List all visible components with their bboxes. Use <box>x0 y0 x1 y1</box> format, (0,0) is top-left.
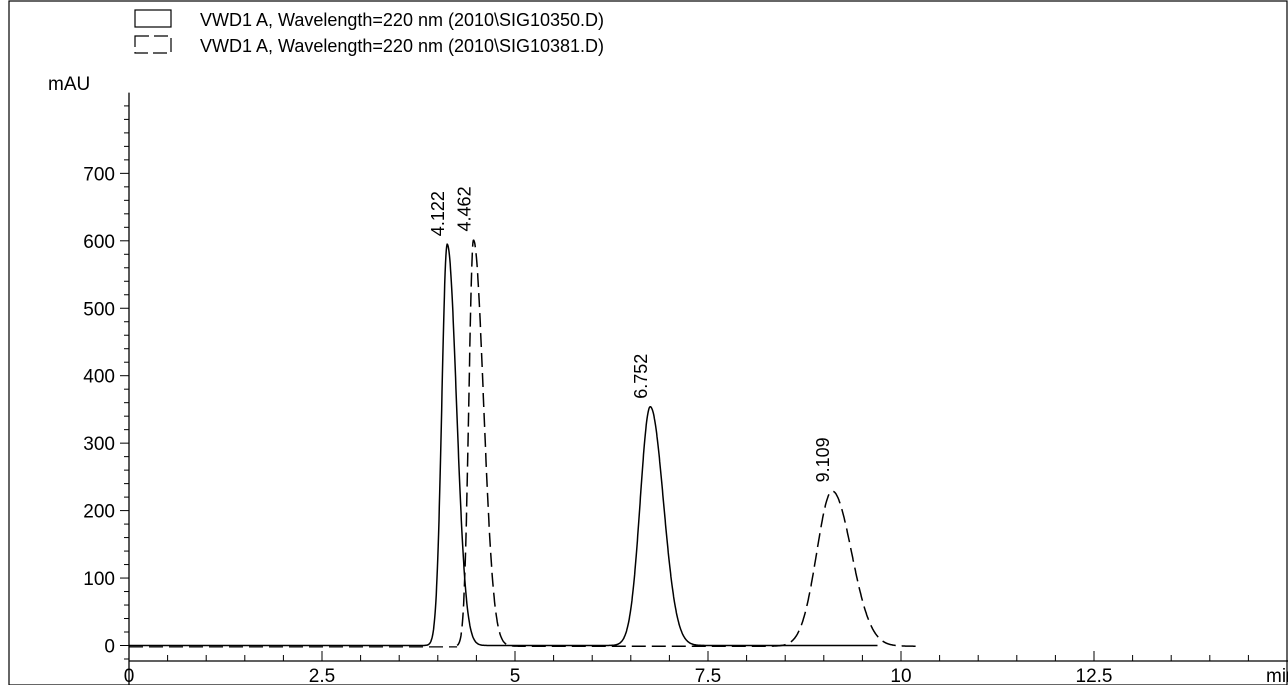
x-tick-label: 7.5 <box>695 666 721 685</box>
legend-entry-1: VWD1 A, Wavelength=220 nm (2010\SIG10350… <box>200 10 604 30</box>
x-tick-label: 10 <box>890 666 911 685</box>
legend-swatch-solid <box>134 9 172 28</box>
y-tick-label: 300 <box>83 434 115 455</box>
y-tick-label: 100 <box>83 569 115 590</box>
legend: VWD1 A, Wavelength=220 nm (2010\SIG10350… <box>134 9 604 56</box>
x-tick-label: 5 <box>510 666 521 685</box>
plot-frame <box>8 0 1288 685</box>
peak-label: 4.122 <box>428 191 448 236</box>
y-tick-label: 400 <box>83 367 115 388</box>
y-tick-label: 0 <box>104 637 115 658</box>
y-tick-label: 500 <box>83 299 115 320</box>
peak-label: 6.752 <box>631 354 651 399</box>
legend-swatch-dashed <box>134 35 172 54</box>
peak-label: 4.462 <box>454 186 474 231</box>
x-tick-label: 2.5 <box>309 666 335 685</box>
legend-entry-2: VWD1 A, Wavelength=220 nm (2010\SIG10381… <box>200 36 604 56</box>
x-tick-label: 0 <box>124 666 135 685</box>
y-tick-label: 700 <box>83 164 115 185</box>
y-tick-label: 200 <box>83 502 115 523</box>
peak-label: 9.109 <box>813 437 833 482</box>
series-line-1 <box>129 243 878 647</box>
y-axis-label: mAU <box>48 74 90 95</box>
series-line-2 <box>456 239 920 647</box>
x-axis-label: min <box>1266 666 1288 685</box>
x-tick-label: 12.5 <box>1076 666 1113 685</box>
y-tick-label: 600 <box>83 232 115 253</box>
